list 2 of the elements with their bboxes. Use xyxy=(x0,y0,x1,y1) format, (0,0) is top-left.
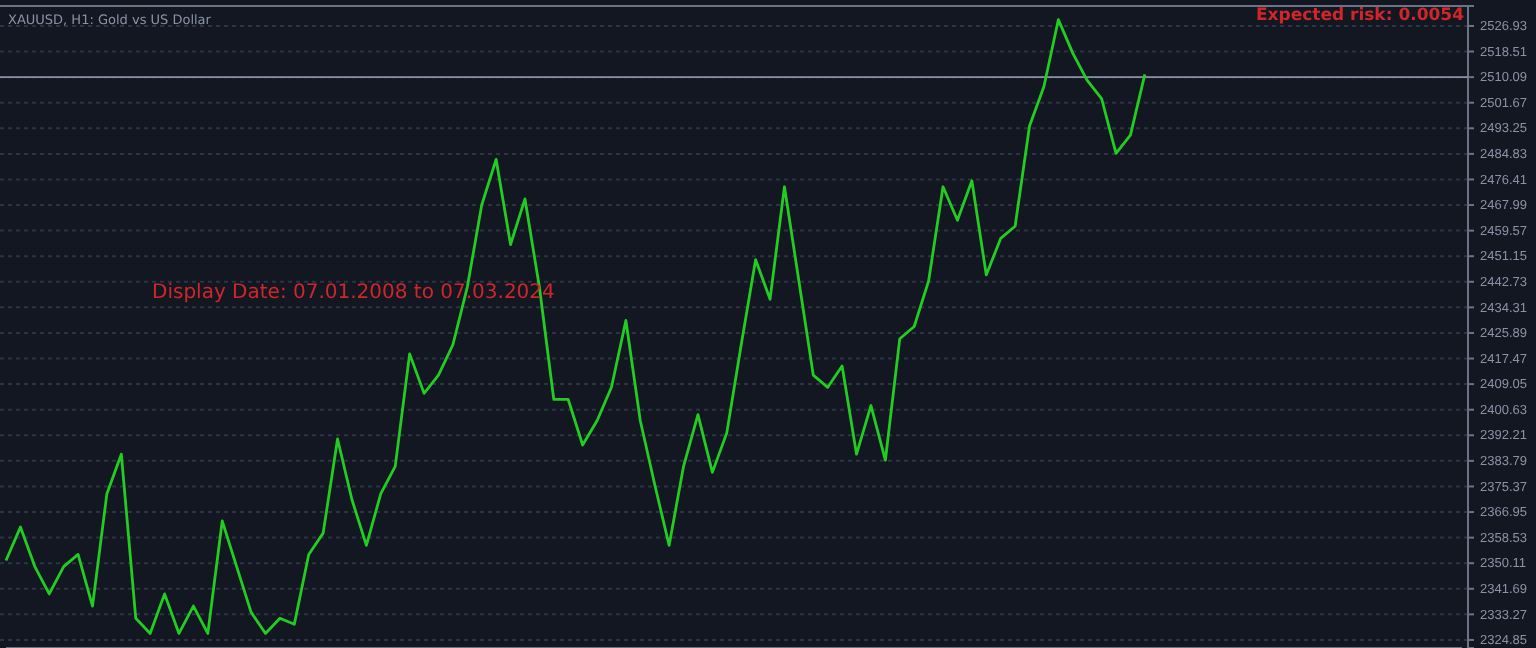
line-series xyxy=(4,18,1147,635)
annotation: Expected risk: 0.0054 xyxy=(1255,6,1465,26)
